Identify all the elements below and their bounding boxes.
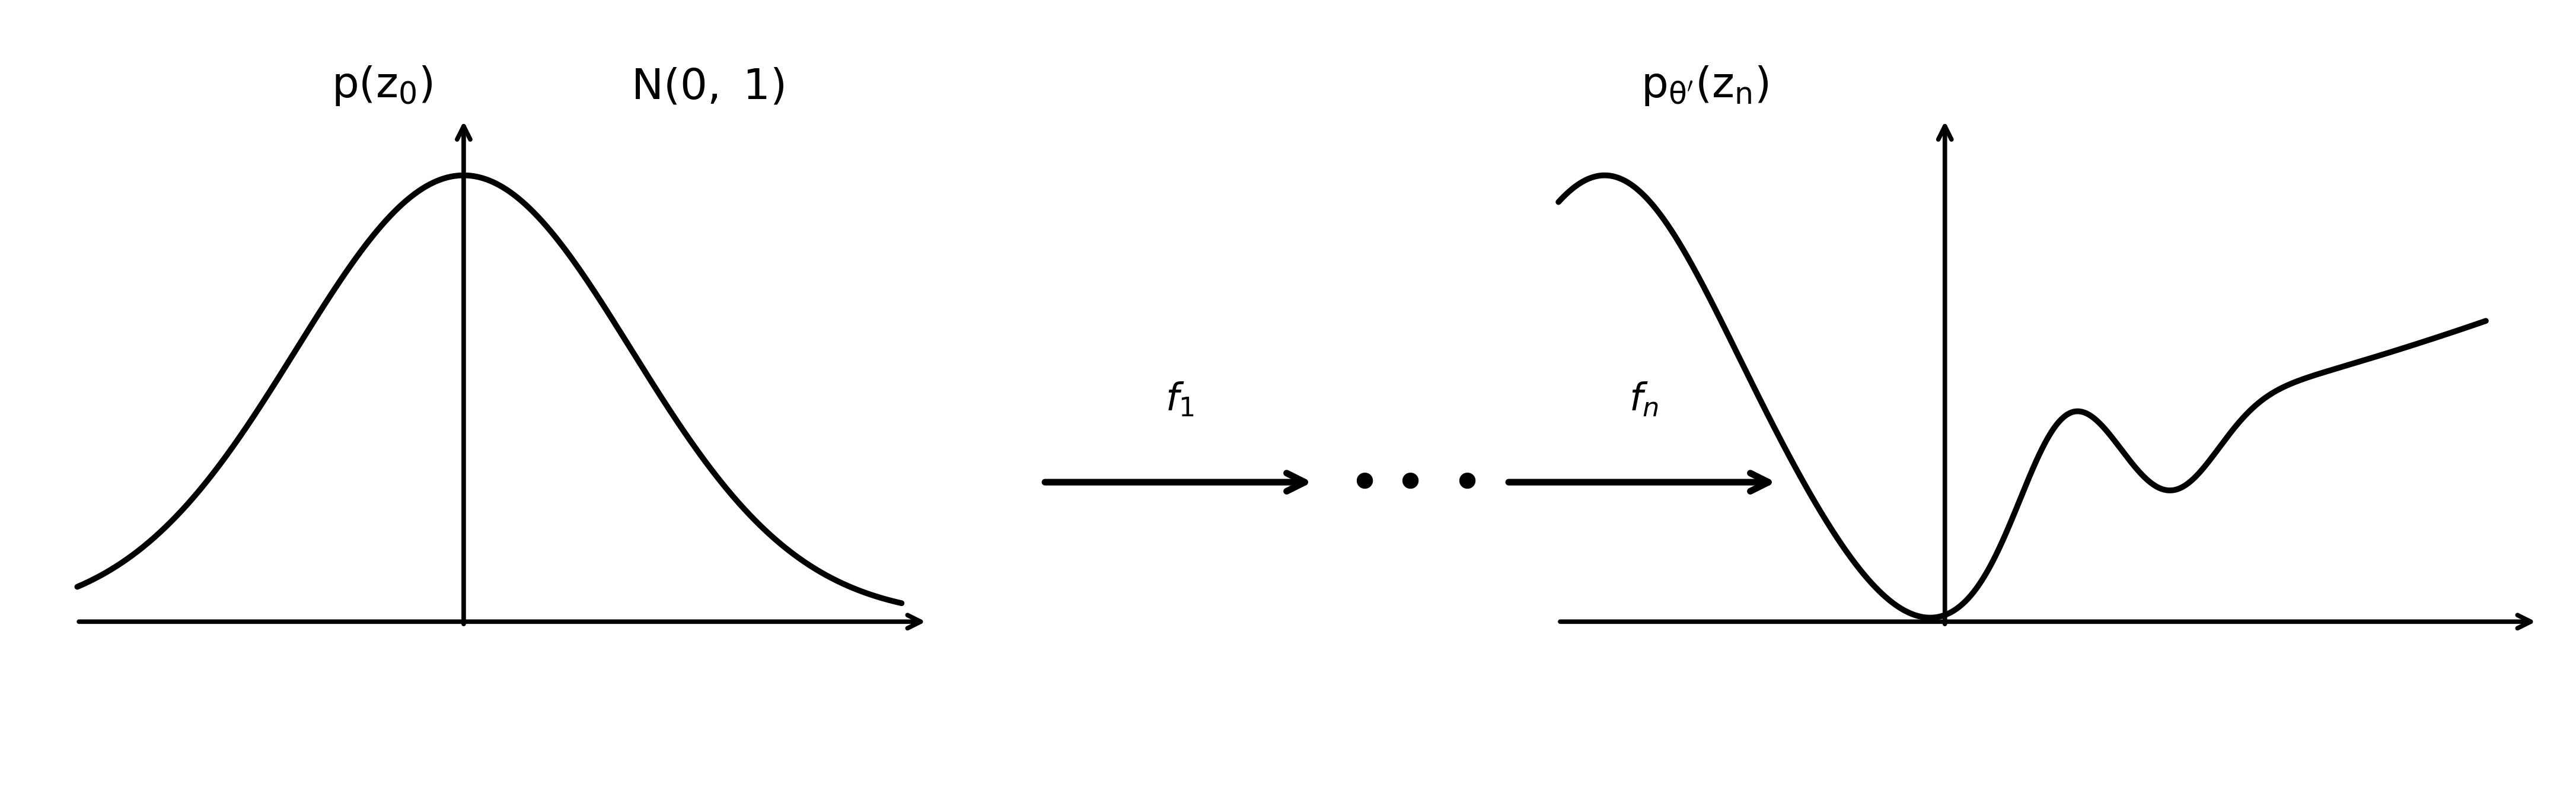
Text: $f_n$: $f_n$	[1628, 381, 1659, 418]
Text: $\mathrm{N(0,\ 1)}$: $\mathrm{N(0,\ 1)}$	[631, 66, 786, 108]
Text: $\mathrm{p_{\theta^{\prime}}(z_n)}$: $\mathrm{p_{\theta^{\prime}}(z_n)}$	[1641, 65, 1770, 108]
Text: $f_1$: $f_1$	[1164, 381, 1195, 418]
Text: $\mathrm{p(z_0)}$: $\mathrm{p(z_0)}$	[332, 65, 433, 108]
Text: $\bullet\bullet\bullet$: $\bullet\bullet\bullet$	[1347, 456, 1476, 508]
